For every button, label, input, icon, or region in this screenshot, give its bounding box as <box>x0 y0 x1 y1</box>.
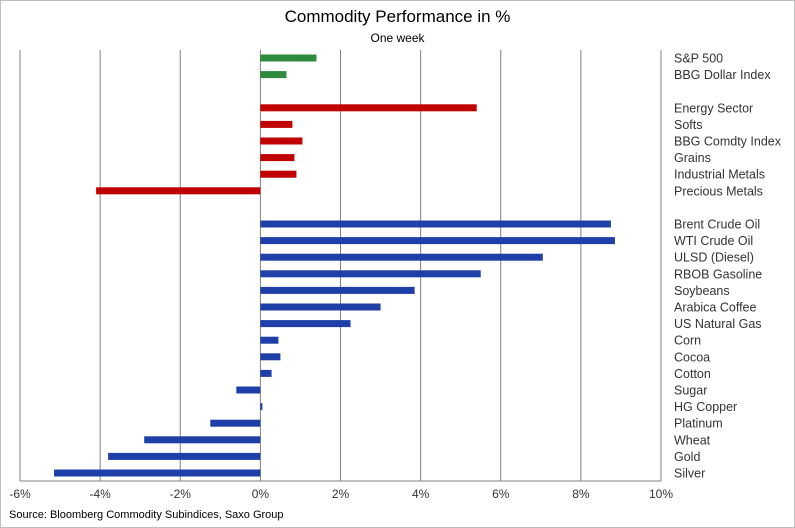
bar <box>236 386 261 394</box>
bar <box>260 403 263 411</box>
bar <box>260 120 293 128</box>
chart-subtitle: One week <box>370 31 425 45</box>
category-label: Arabica Coffee <box>674 301 757 315</box>
bar <box>260 154 295 162</box>
category-label: Industrial Metals <box>674 168 765 182</box>
category-label: HG Copper <box>674 400 737 414</box>
bar <box>260 54 317 62</box>
bar <box>260 104 477 112</box>
category-label: Brent Crude Oil <box>674 218 760 232</box>
x-tick-label: 6% <box>492 487 510 501</box>
category-label: Cotton <box>674 367 711 381</box>
category-label: Energy Sector <box>674 101 753 115</box>
category-label: S&P 500 <box>674 52 723 66</box>
category-label: WTI Crude Oil <box>674 234 753 248</box>
category-label: US Natural Gas <box>674 317 762 331</box>
bar <box>260 353 281 361</box>
x-tick-label: 2% <box>332 487 350 501</box>
category-label: Wheat <box>674 433 711 447</box>
bar <box>260 320 351 328</box>
category-label: BBG Dollar Index <box>674 68 771 82</box>
bar <box>260 237 615 245</box>
x-tick-label: -6% <box>9 487 31 501</box>
category-label: BBG Comdty Index <box>674 135 782 149</box>
category-label: ULSD (Diesel) <box>674 251 754 265</box>
category-label: Sugar <box>674 384 707 398</box>
x-tick-label: 0% <box>252 487 270 501</box>
category-label: Gold <box>674 450 700 464</box>
category-label: Platinum <box>674 417 723 431</box>
bar <box>54 469 261 477</box>
category-label: Precious Metals <box>674 184 763 198</box>
bar <box>260 137 303 145</box>
x-tick-label: 10% <box>649 487 673 501</box>
chart-title: Commodity Performance in % <box>284 7 511 26</box>
category-label: RBOB Gasoline <box>674 267 762 281</box>
bar <box>260 253 543 261</box>
category-label: Soybeans <box>674 284 730 298</box>
bar <box>260 369 272 377</box>
bar <box>260 303 381 311</box>
category-label: Corn <box>674 334 701 348</box>
category-label: Grains <box>674 151 711 165</box>
bar <box>260 220 611 228</box>
category-label: Softs <box>674 118 703 132</box>
x-tick-label: 8% <box>572 487 590 501</box>
x-tick-label: 4% <box>412 487 430 501</box>
bar <box>260 336 279 344</box>
bar <box>96 187 261 195</box>
bar <box>144 436 261 444</box>
category-label: Silver <box>674 467 705 481</box>
source-note: Source: Bloomberg Commodity Subindices, … <box>9 509 284 521</box>
bar <box>260 270 481 278</box>
x-tick-label: -4% <box>89 487 111 501</box>
category-label: Cocoa <box>674 350 710 364</box>
x-tick-label: -2% <box>170 487 192 501</box>
bar <box>260 170 297 178</box>
bar <box>210 419 261 427</box>
bar <box>260 286 415 294</box>
bar <box>108 452 261 460</box>
bar <box>260 71 287 79</box>
